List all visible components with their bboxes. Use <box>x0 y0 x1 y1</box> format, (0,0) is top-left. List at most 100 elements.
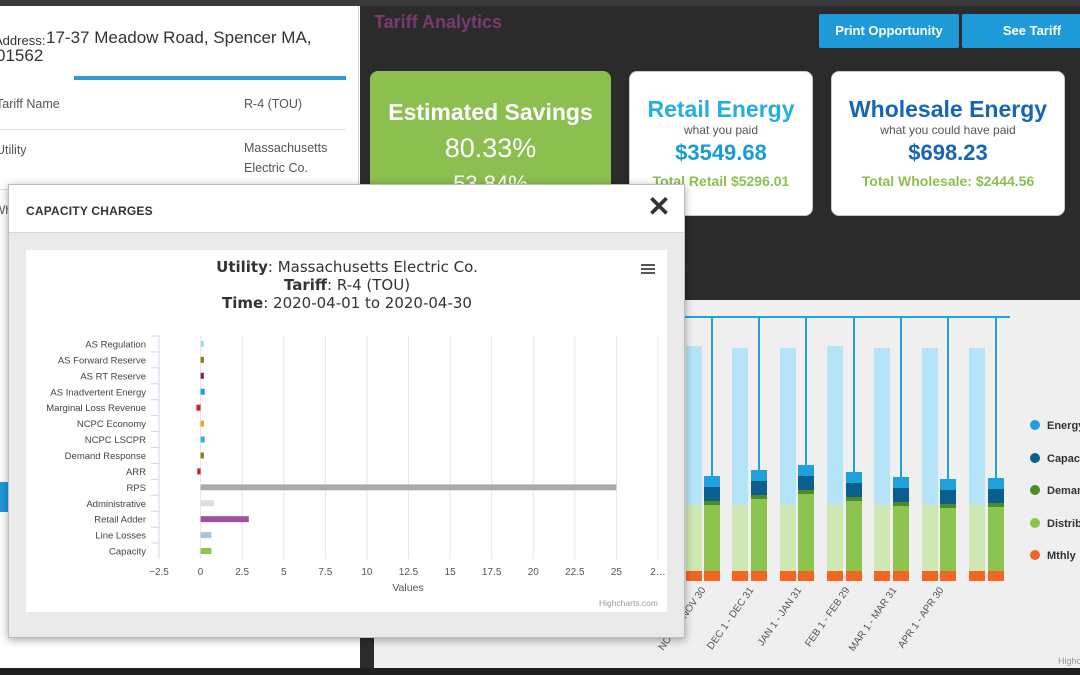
month-bar-retail-monthly[interactable] <box>686 571 702 581</box>
month-bar-distribution[interactable] <box>940 508 956 571</box>
left-action-button-edge[interactable] <box>0 482 10 512</box>
month-bar-capacity[interactable] <box>893 488 909 502</box>
x-tick-label: 0 <box>198 567 204 578</box>
chart-credit[interactable]: Highcharts.com <box>599 598 658 608</box>
legend-monthly[interactable]: Mthly <box>1030 550 1076 566</box>
month-bar-demand[interactable] <box>798 490 814 494</box>
month-bar-retail-energy[interactable] <box>732 348 748 505</box>
month-bar-demand[interactable] <box>988 503 1004 507</box>
month-bar-energy[interactable] <box>751 470 767 481</box>
month-bar-energy[interactable] <box>846 472 862 483</box>
month-bar-distribution[interactable] <box>846 501 862 571</box>
month-bar-retail-monthly[interactable] <box>780 571 796 581</box>
month-bar-retail-monthly[interactable] <box>969 571 985 581</box>
address-line-1: 17-37 Meadow Road, Spencer MA, <box>46 28 312 47</box>
month-bar-demand[interactable] <box>846 497 862 501</box>
bar-ncpc-economy[interactable] <box>200 420 204 427</box>
month-bar-demand[interactable] <box>751 495 767 499</box>
bar-rps[interactable] <box>200 484 617 491</box>
bar-marginal-loss-revenue[interactable] <box>196 404 201 411</box>
y-category-label: ARR <box>126 467 146 478</box>
x-tick-label: 17.5 <box>482 567 502 578</box>
wholesale-total: Total Wholesale: $2444.56 <box>861 173 1035 189</box>
month-bar-retail-distribution[interactable] <box>922 505 938 571</box>
x-tick-label: 25 <box>611 567 623 578</box>
month-bar-energy[interactable] <box>940 479 956 490</box>
month-bar-distribution[interactable] <box>751 499 767 571</box>
month-bar-monthly[interactable] <box>798 571 814 581</box>
bar-as-rt-reserve[interactable] <box>200 372 204 379</box>
legend-energy[interactable]: Energy <box>1030 420 1080 436</box>
bar-as-inadvertent-energy[interactable] <box>200 388 205 395</box>
month-bar-retail-energy[interactable] <box>780 348 796 505</box>
month-bar-monthly[interactable] <box>893 571 909 581</box>
month-bar-energy[interactable] <box>798 465 814 476</box>
utility-label: Utility <box>0 143 27 157</box>
legend-distribution[interactable]: Distribution <box>1030 518 1080 534</box>
bar-retail-adder[interactable] <box>200 516 249 523</box>
bar-as-forward-reserve[interactable] <box>200 356 204 363</box>
month-bar-retail-monthly[interactable] <box>732 571 748 581</box>
x-tick-label: 15 <box>445 567 457 578</box>
x-tick-label: 12.5 <box>399 567 419 578</box>
month-bar-monthly[interactable] <box>940 571 956 581</box>
month-bar-retail-monthly[interactable] <box>874 571 890 581</box>
see-tariff-button[interactable]: See Tariff <box>962 14 1080 48</box>
close-icon[interactable]: ✕ <box>647 191 671 222</box>
month-bar-retail-monthly[interactable] <box>922 571 938 581</box>
month-bar-capacity[interactable] <box>704 487 720 501</box>
month-bar-capacity[interactable] <box>988 489 1004 503</box>
month-bar-demand[interactable] <box>704 501 720 505</box>
month-bar-retail-distribution[interactable] <box>874 505 890 571</box>
savings-title: Estimated Savings <box>388 99 593 125</box>
month-bar-distribution[interactable] <box>893 506 909 571</box>
month-bar-distribution[interactable] <box>988 507 1004 571</box>
address-label: Address: <box>0 33 46 48</box>
month-bar-retail-distribution[interactable] <box>732 505 748 571</box>
bar-arr[interactable] <box>197 468 201 475</box>
month-bar-distribution[interactable] <box>704 505 720 571</box>
bar-demand-response[interactable] <box>200 452 204 459</box>
month-bar-retail-energy[interactable] <box>874 348 890 505</box>
month-bar-retail-energy[interactable] <box>922 348 938 505</box>
month-bar-energy[interactable] <box>704 476 720 487</box>
month-bar-energy[interactable] <box>893 477 909 488</box>
background-chart-credit[interactable]: Highc <box>1058 656 1080 666</box>
month-bar-retail-distribution[interactable] <box>827 505 843 571</box>
window-bottom-bar <box>0 668 1080 675</box>
print-opportunity-button[interactable]: Print Opportunity <box>819 14 959 48</box>
month-bar-retail-energy[interactable] <box>969 348 985 505</box>
month-bar-distribution[interactable] <box>798 494 814 571</box>
page-title: Tariff Analytics <box>374 12 503 32</box>
y-category-label: Capacity <box>109 547 146 558</box>
y-category-label: Administrative <box>86 499 146 510</box>
legend-capacity[interactable]: Capacity <box>1030 453 1080 469</box>
month-bar-energy[interactable] <box>988 478 1004 489</box>
month-bar-capacity[interactable] <box>751 481 767 495</box>
month-bar-monthly[interactable] <box>846 571 862 581</box>
month-bar-monthly[interactable] <box>751 571 767 581</box>
month-bar-demand[interactable] <box>893 502 909 506</box>
month-bar-capacity[interactable] <box>798 476 814 490</box>
month-bar-retail-distribution[interactable] <box>780 505 796 571</box>
bar-capacity[interactable] <box>200 548 212 555</box>
bar-as-regulation[interactable] <box>200 340 204 347</box>
month-bar-monthly[interactable] <box>704 571 720 581</box>
y-category-label: NCPC LSCPR <box>85 435 146 446</box>
chart-menu-icon[interactable] <box>638 262 658 278</box>
x-tick-label: −2.5 <box>149 567 169 578</box>
month-bar-retail-distribution[interactable] <box>969 505 985 571</box>
month-bar-retail-energy[interactable] <box>686 346 702 505</box>
bar-line-losses[interactable] <box>200 532 212 539</box>
month-bar-capacity[interactable] <box>940 490 956 504</box>
legend-demand[interactable]: Demand <box>1030 485 1080 501</box>
bar-administrative[interactable] <box>200 500 214 507</box>
month-bar-retail-distribution[interactable] <box>686 505 702 571</box>
capacity-charges-chart: Utility: Massachusetts Electric Co. Tari… <box>26 250 667 612</box>
month-bar-monthly[interactable] <box>988 571 1004 581</box>
bar-ncpc-lscpr[interactable] <box>200 436 205 443</box>
month-bar-demand[interactable] <box>940 504 956 508</box>
month-bar-retail-energy[interactable] <box>827 346 843 505</box>
month-bar-capacity[interactable] <box>846 483 862 497</box>
month-bar-retail-monthly[interactable] <box>827 571 843 581</box>
